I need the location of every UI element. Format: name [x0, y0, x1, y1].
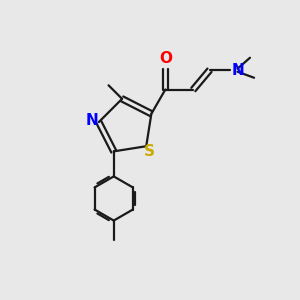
Text: S: S	[144, 144, 155, 159]
Text: O: O	[159, 51, 172, 66]
Text: N: N	[232, 63, 244, 78]
Text: N: N	[86, 113, 99, 128]
